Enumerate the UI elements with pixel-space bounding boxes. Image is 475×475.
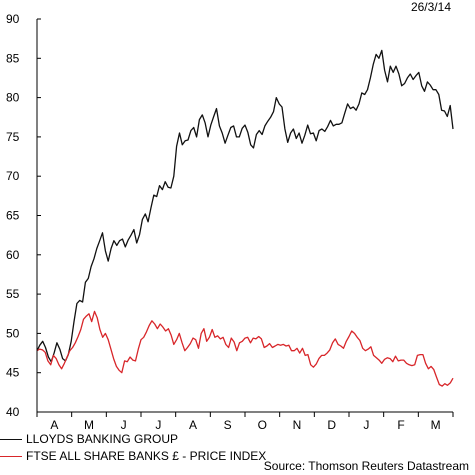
x-tick-label: M [84, 418, 94, 432]
x-tick-label: J [155, 418, 161, 432]
source-note: Source: Thomson Reuters Datastream [263, 459, 469, 473]
y-tick-label: 60 [6, 248, 20, 262]
legend-swatch-lloyds [0, 438, 22, 440]
x-tick-label: O [258, 418, 267, 432]
legend-swatch-ftse [0, 455, 22, 457]
y-gridlines [37, 18, 41, 413]
legend-item-lloyds: LLOYDS BANKING GROUP [0, 432, 178, 446]
series-line-lloyds [36, 49, 454, 363]
legend-label-ftse: FTSE ALL SHARE BANKS £ - PRICE INDEX [26, 449, 267, 463]
legend-item-ftse: FTSE ALL SHARE BANKS £ - PRICE INDEX [0, 449, 266, 463]
y-tick-label: 45 [6, 366, 20, 380]
y-tick-label: 75 [6, 130, 20, 144]
x-tick-label: J [121, 418, 127, 432]
chart-date: 26/3/14 [410, 0, 451, 14]
x-tick-label: D [327, 418, 336, 432]
y-axis-ticks: 40 45 50 55 60 65 70 75 80 85 90 [6, 12, 20, 419]
x-tick-label: J [363, 418, 369, 432]
x-tick-label: F [397, 418, 404, 432]
x-tick-label: A [50, 418, 58, 432]
y-tick-label: 85 [6, 51, 20, 65]
x-tick-label: A [189, 418, 197, 432]
y-tick-label: 55 [6, 287, 20, 301]
x-tick-label: M [431, 418, 441, 432]
series-lines [36, 49, 454, 387]
y-tick-label: 40 [6, 405, 20, 419]
x-tick-label: N [293, 418, 302, 432]
y-tick-label: 65 [6, 209, 20, 223]
legend-label-lloyds: LLOYDS BANKING GROUP [26, 432, 179, 446]
y-tick-label: 80 [6, 91, 20, 105]
y-tick-label: 50 [6, 326, 20, 340]
series-line-ftse [36, 310, 454, 387]
y-tick-label: 70 [6, 169, 20, 183]
x-tick-label: S [224, 418, 232, 432]
y-tick-label: 90 [6, 12, 20, 26]
